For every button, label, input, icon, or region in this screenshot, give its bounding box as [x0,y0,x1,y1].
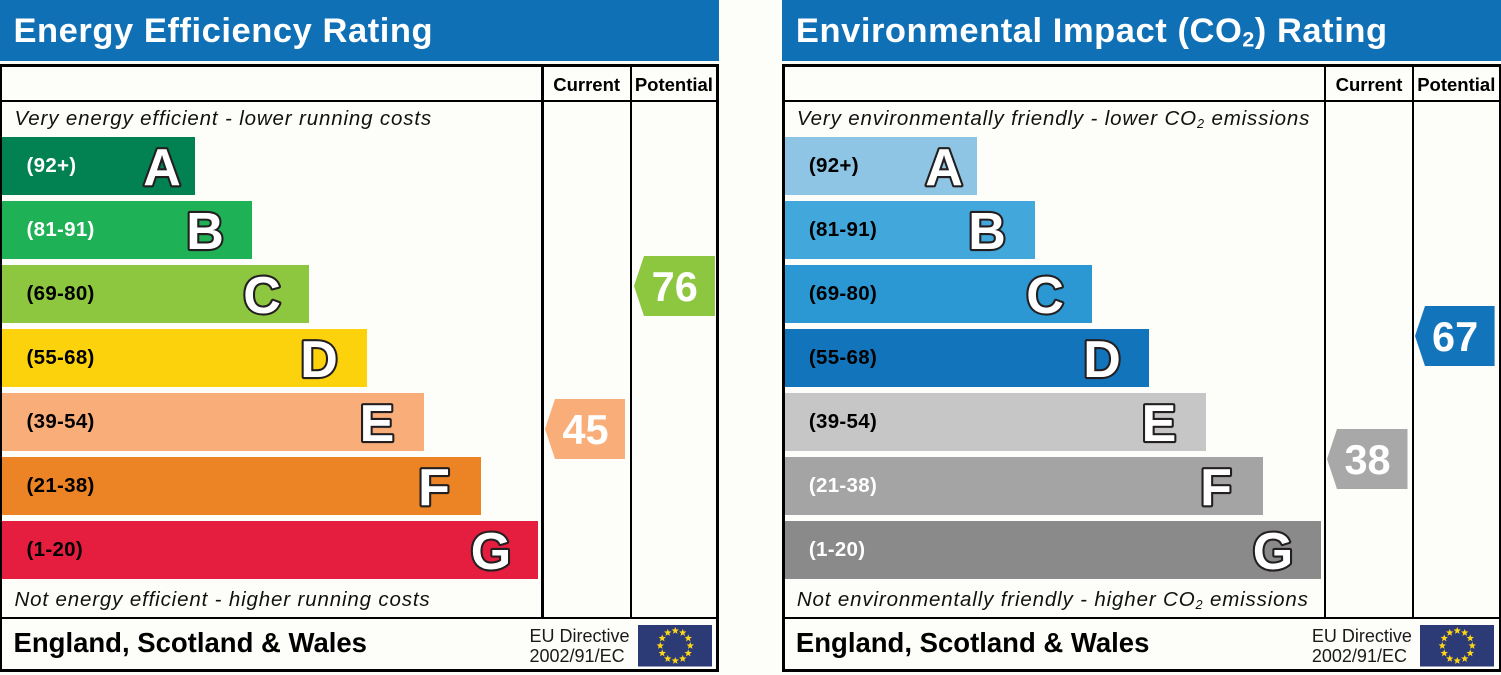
svg-text:F: F [1200,459,1232,517]
svg-text:67: 67 [1432,313,1478,360]
svg-text:E: E [1142,395,1177,453]
svg-text:G: G [1253,523,1293,581]
svg-text:F: F [418,459,450,517]
svg-text:45: 45 [562,406,608,453]
svg-text:D: D [1083,331,1121,389]
svg-text:B: B [969,203,1007,261]
svg-text:G: G [471,523,511,581]
svg-text:A: A [143,139,181,197]
svg-text:38: 38 [1345,436,1391,483]
svg-text:A: A [926,139,964,197]
svg-text:C: C [1026,267,1064,325]
svg-text:E: E [359,395,394,453]
svg-text:D: D [301,331,339,389]
svg-text:B: B [186,203,224,261]
svg-text:C: C [243,267,281,325]
svg-text:76: 76 [652,263,698,310]
